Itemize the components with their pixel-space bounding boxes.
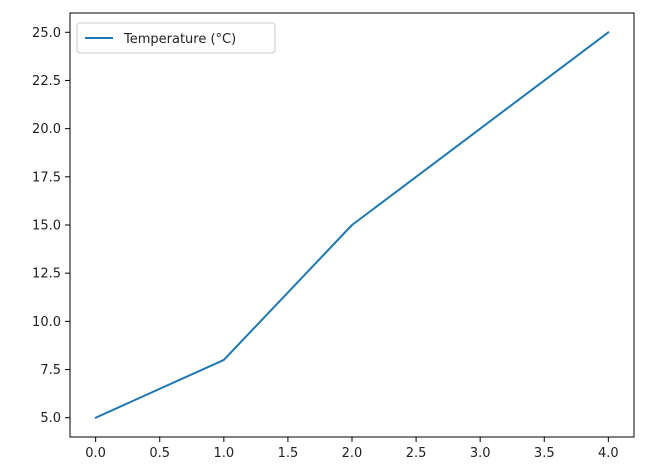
y-tick-label: 22.5 — [32, 74, 61, 89]
y-tick-label: 10.0 — [32, 315, 61, 330]
y-tick-label: 7.5 — [40, 363, 61, 378]
series-layer — [94, 31, 610, 419]
y-tick-label: 17.5 — [32, 170, 61, 185]
x-tick-label: 3.0 — [470, 446, 491, 461]
x-axis: 0.0 0.5 1.0 1.5 2.0 2.5 3.0 3.5 4.0 — [85, 437, 619, 461]
x-tick-label: 2.5 — [406, 446, 427, 461]
y-tick-label: 12.5 — [32, 267, 61, 282]
legend-entry-temperature: Temperature (°C) — [123, 32, 236, 47]
y-tick-label: 25.0 — [32, 26, 61, 41]
x-tick-label: 2.0 — [342, 446, 363, 461]
x-tick-label: 3.5 — [534, 446, 555, 461]
x-tick-label: 0.0 — [85, 446, 106, 461]
y-axis: 5.0 7.5 10.0 12.5 15.0 17.5 20.0 22.5 25.0 — [32, 26, 70, 426]
legend: Temperature (°C) — [76, 22, 276, 54]
x-tick-label: 4.0 — [598, 446, 619, 461]
series-line-temperature — [94, 31, 610, 419]
y-tick-label: 5.0 — [40, 411, 61, 426]
legend-box — [76, 22, 276, 54]
x-tick-label: 0.5 — [149, 446, 170, 461]
x-tick-label: 1.5 — [278, 446, 299, 461]
x-tick-label: 1.0 — [213, 446, 234, 461]
y-tick-label: 15.0 — [32, 219, 61, 234]
y-tick-label: 20.0 — [32, 122, 61, 137]
